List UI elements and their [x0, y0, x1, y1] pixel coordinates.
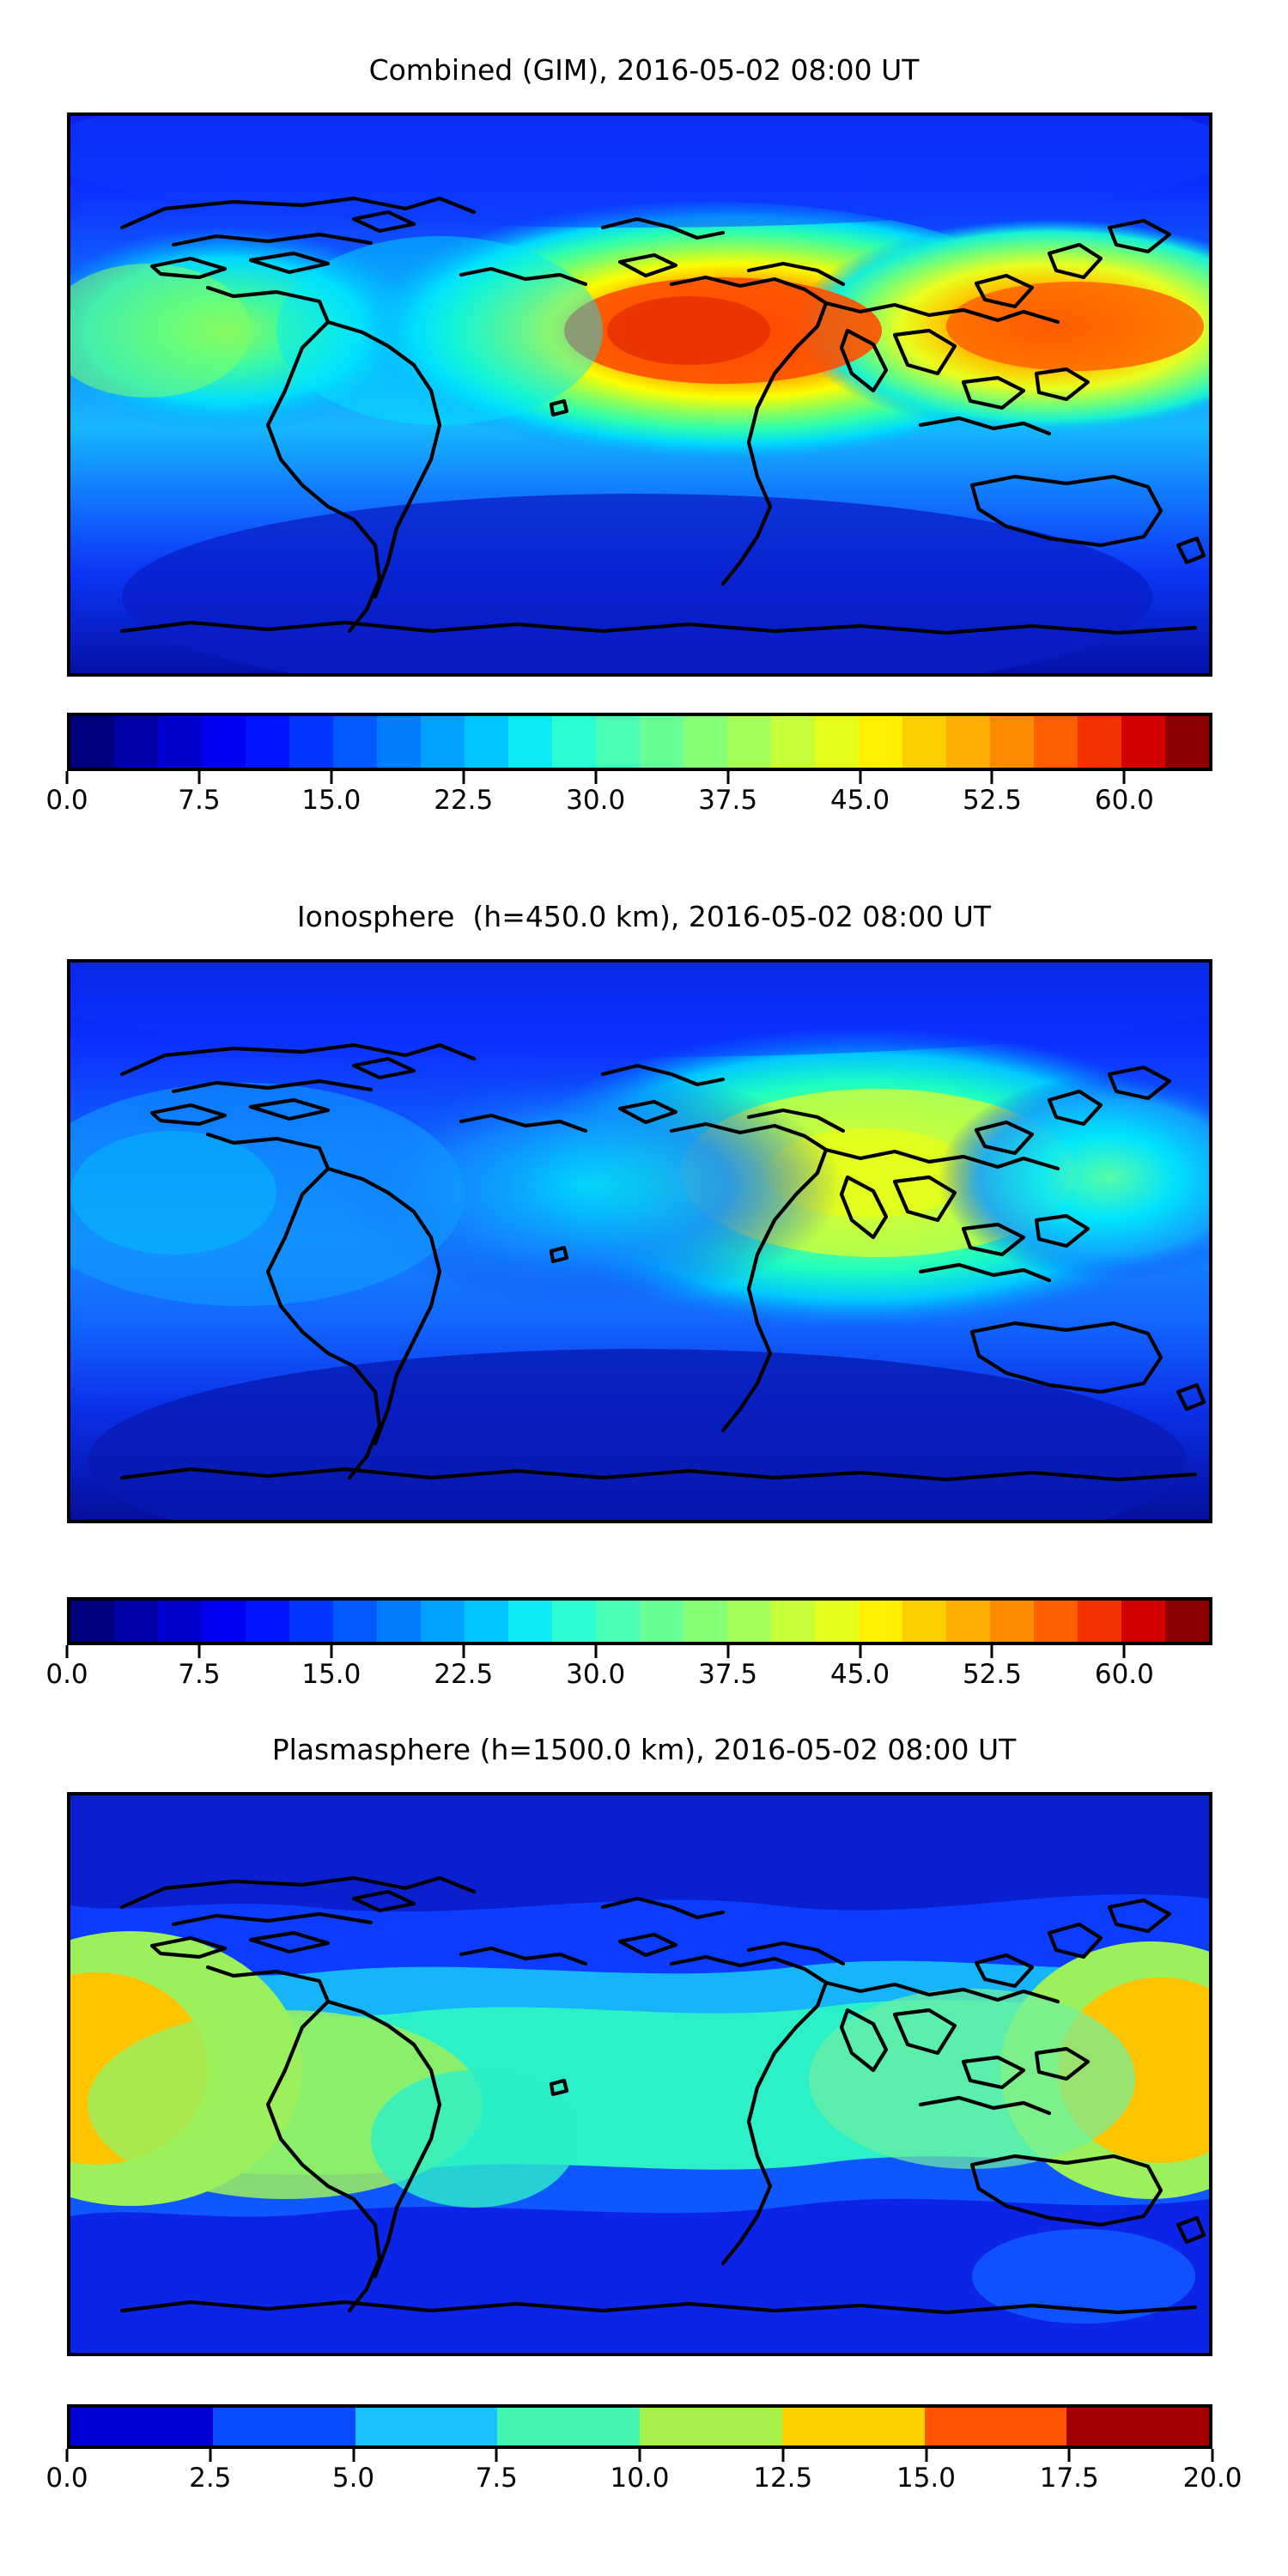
- colorbar-tick-label: 22.5: [434, 1659, 494, 1690]
- colorbar-tick-label: 7.5: [178, 1659, 221, 1690]
- panel-combined-gim: Combined (GIM), 2016-05-02 08:00 UT: [0, 53, 1288, 87]
- panel-ionosphere: Ionosphere (h=450.0 km), 2016-05-02 08:0…: [0, 900, 1288, 933]
- map-field-combined-gim: [70, 116, 1209, 673]
- colorbar-tick-label: 15.0: [301, 785, 361, 816]
- colorbar-tick-label: 60.0: [1094, 785, 1154, 816]
- colorbar-tick-label: 20.0: [1182, 2463, 1242, 2494]
- colorbar-tick-label: 5.0: [331, 2463, 375, 2494]
- colorbar-tick-label: 10.0: [610, 2463, 670, 2494]
- colorbar-labels-combined-gim: 0.0 7.5 15.0 22.5 30.0 37.5 45.0 52.5 60…: [46, 785, 1212, 824]
- colorbar-tick-label: 52.5: [962, 785, 1022, 816]
- colorbar-tick-label: 15.0: [896, 2463, 957, 2494]
- colorbar-tick-label: 22.5: [434, 785, 494, 816]
- panel-title-combined-gim: Combined (GIM), 2016-05-02 08:00 UT: [368, 53, 920, 87]
- colorbar-tick-label: 15.0: [301, 1659, 361, 1690]
- colorbar-ticks-combined-gim: [65, 771, 1212, 785]
- colorbar-ticks-plasmasphere: [65, 2449, 1214, 2463]
- map-plasmasphere[interactable]: [67, 1792, 1212, 2356]
- map-combined-gim[interactable]: [67, 112, 1212, 677]
- colorbar-tick-label: 30.0: [566, 1659, 626, 1690]
- colorbar-tick-label: 60.0: [1094, 1659, 1154, 1690]
- colorbar-ticks-ionosphere: [65, 1645, 1212, 1659]
- colorbar-gradient-ionosphere: [67, 1597, 1212, 1645]
- colorbar-tick-label: 0.0: [46, 2463, 88, 2494]
- colorbar-tick-label: 2.5: [189, 2463, 232, 2494]
- colorbar-tick-label: 52.5: [962, 1659, 1022, 1690]
- panel-title-plasmasphere: Plasmasphere (h=1500.0 km), 2016-05-02 0…: [271, 1733, 1017, 1766]
- colorbar-tick-label: 7.5: [475, 2463, 518, 2494]
- colorbar-plasmasphere: 0.0 2.5 5.0 7.5 10.0 12.5 15.0 17.5 20.0: [46, 2404, 1242, 2502]
- colorbar-tick-label: 37.5: [698, 785, 758, 816]
- map-field-plasmasphere: [70, 1795, 1209, 2353]
- colorbar-ionosphere: 0.0 7.5 15.0 22.5 30.0 37.5 45.0 52.5 60…: [46, 1597, 1212, 1698]
- panel-plasmasphere: Plasmasphere (h=1500.0 km), 2016-05-02 0…: [0, 1733, 1288, 1766]
- colorbar-labels-plasmasphere: 0.0 2.5 5.0 7.5 10.0 12.5 15.0 17.5 20.0: [46, 2463, 1242, 2502]
- panel-title-ionosphere: Ionosphere (h=450.0 km), 2016-05-02 08:0…: [296, 900, 992, 933]
- colorbar-tick-label: 30.0: [566, 785, 626, 816]
- colorbar-tick-label: 17.5: [1039, 2463, 1099, 2494]
- colorbar-tick-label: 45.0: [830, 1659, 890, 1690]
- colorbar-tick-label: 37.5: [698, 1659, 758, 1690]
- colorbar-labels-ionosphere: 0.0 7.5 15.0 22.5 30.0 37.5 45.0 52.5 60…: [46, 1659, 1212, 1698]
- colorbar-tick-label: 12.5: [753, 2463, 813, 2494]
- colorbar-tick-label: 7.5: [178, 785, 221, 816]
- map-field-ionosphere: [70, 963, 1209, 1520]
- colorbar-tick-label: 0.0: [46, 785, 88, 816]
- colorbar-combined-gim: 0.0 7.5 15.0 22.5 30.0 37.5 45.0 52.5 60…: [46, 713, 1212, 824]
- colorbar-gradient-plasmasphere: [67, 2404, 1212, 2449]
- colorbar-gradient-combined-gim: [67, 713, 1212, 771]
- map-ionosphere[interactable]: [67, 959, 1212, 1523]
- colorbar-tick-label: 45.0: [830, 785, 890, 816]
- colorbar-tick-label: 0.0: [46, 1659, 88, 1690]
